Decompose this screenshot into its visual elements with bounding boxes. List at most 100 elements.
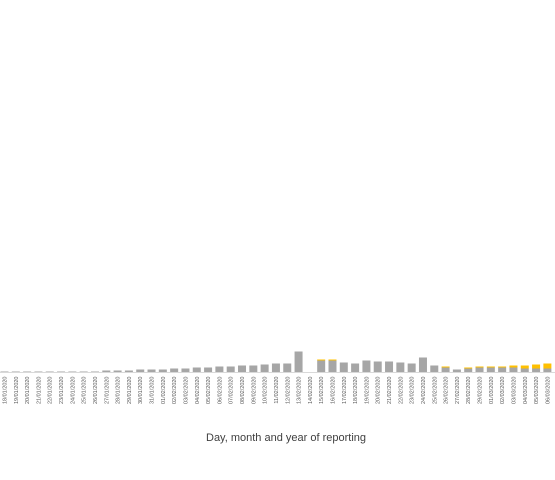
- x-tick-label: 20/01/2020: [25, 377, 31, 405]
- bar-yellow-28/02/2020: [464, 367, 473, 369]
- bar-grey-26/02/2020: [441, 367, 450, 373]
- bar-yellow-06/03/2020: [543, 363, 552, 369]
- bar-grey-04/02/2020: [192, 367, 201, 373]
- x-tick-label: 21/02/2020: [387, 377, 393, 405]
- x-tick-label: 14/02/2020: [308, 377, 314, 405]
- x-tick-label: 15/02/2020: [319, 377, 325, 405]
- x-tick-label: 13/02/2020: [297, 377, 303, 405]
- x-axis-title: Day, month and year of reporting: [206, 432, 366, 444]
- x-tick-label: 22/02/2020: [398, 377, 404, 405]
- bar-grey-16/02/2020: [328, 360, 337, 373]
- bar-grey-13/02/2020: [294, 351, 303, 373]
- bar-grey-24/02/2020: [418, 357, 427, 373]
- x-tick-label: 31/01/2020: [150, 377, 156, 405]
- x-tick-label: 26/01/2020: [93, 377, 99, 405]
- bar-yellow-05/03/2020: [532, 364, 541, 369]
- bar-grey-28/02/2020: [464, 368, 473, 373]
- x-tick-label: 23/01/2020: [59, 377, 65, 405]
- bar-grey-05/02/2020: [204, 367, 213, 373]
- x-tick-label: 08/02/2020: [240, 377, 246, 405]
- bar-yellow-26/02/2020: [441, 366, 450, 368]
- x-tick-label: 11/02/2020: [274, 377, 280, 404]
- bars-group: [0, 351, 552, 373]
- bar-yellow-01/03/2020: [486, 366, 495, 368]
- x-tick-label: 02/02/2020: [172, 377, 178, 405]
- x-tick-label: 19/01/2020: [14, 377, 20, 405]
- x-tick-label: 29/01/2020: [127, 377, 133, 405]
- x-tick-label: 10/02/2020: [263, 377, 269, 405]
- x-tick-label: 04/03/2020: [523, 377, 529, 405]
- x-tick-label: 30/01/2020: [138, 377, 144, 405]
- x-tick-label: 27/02/2020: [455, 377, 461, 405]
- bar-grey-09/02/2020: [249, 365, 258, 373]
- x-tick-label: 20/02/2020: [376, 377, 382, 405]
- x-tick-labels: 18/01/2020 19/01/2020 20/01/2020 21/01/2020…: [3, 377, 552, 405]
- bar-grey-01/02/2020: [158, 369, 167, 373]
- x-tick-label: 28/01/2020: [116, 377, 122, 405]
- x-tick-label: 02/03/2020: [500, 377, 506, 405]
- x-tick-label: 03/02/2020: [183, 377, 189, 405]
- bar-grey-21/02/2020: [385, 361, 394, 373]
- x-tick-label: 12/02/2020: [285, 377, 291, 405]
- bar-grey-11/02/2020: [271, 363, 280, 373]
- bar-yellow-29/02/2020: [475, 366, 484, 368]
- x-tick-label: 28/02/2020: [466, 377, 472, 405]
- bar-grey-23/02/2020: [407, 363, 416, 373]
- x-tick-label: 04/02/2020: [195, 377, 201, 405]
- x-tick-label: 24/02/2020: [421, 377, 427, 405]
- bar-grey-22/02/2020: [396, 362, 405, 373]
- x-tick-label: 25/02/2020: [432, 377, 438, 405]
- bar-grey-29/01/2020: [124, 370, 133, 373]
- bar-grey-19/02/2020: [362, 360, 371, 373]
- bar-grey-31/01/2020: [147, 369, 156, 373]
- bar-yellow-04/03/2020: [520, 365, 529, 369]
- x-tick-label: 07/02/2020: [229, 377, 235, 405]
- x-tick-label: 06/02/2020: [217, 377, 223, 405]
- bar-grey-27/02/2020: [452, 369, 461, 373]
- bar-grey-03/02/2020: [181, 368, 190, 373]
- bar-grey-01/03/2020: [486, 367, 495, 373]
- x-tick-label: 16/02/2020: [330, 377, 336, 405]
- bar-grey-30/01/2020: [136, 369, 145, 373]
- x-tick-label: 24/01/2020: [70, 377, 76, 405]
- bar-grey-15/02/2020: [317, 360, 326, 373]
- x-tick-label: 22/01/2020: [48, 377, 54, 405]
- bar-grey-05/03/2020: [532, 368, 541, 373]
- bar-grey-25/02/2020: [430, 365, 439, 373]
- x-tick-label: 09/02/2020: [251, 377, 257, 405]
- x-tick-label: 26/02/2020: [444, 377, 450, 405]
- x-tick-label: 23/02/2020: [410, 377, 416, 405]
- bar-grey-18/02/2020: [351, 363, 360, 373]
- x-tick-label: 18/01/2020: [3, 377, 9, 405]
- bar-grey-29/02/2020: [475, 367, 484, 373]
- x-tick-label: 01/02/2020: [161, 377, 167, 405]
- bar-yellow-02/03/2020: [498, 366, 507, 368]
- x-tick-label: 19/02/2020: [364, 377, 370, 405]
- bar-grey-02/02/2020: [170, 368, 179, 373]
- x-tick-label: 18/02/2020: [353, 377, 359, 405]
- bar-grey-04/03/2020: [520, 368, 529, 373]
- bar-grey-06/02/2020: [215, 366, 224, 373]
- x-tick-label: 05/03/2020: [534, 377, 540, 405]
- x-tick-label: 05/02/2020: [206, 377, 212, 405]
- bar-grey-27/01/2020: [102, 370, 111, 373]
- bar-grey-03/03/2020: [509, 367, 518, 373]
- x-tick-label: 29/02/2020: [478, 377, 484, 405]
- bar-grey-12/02/2020: [283, 363, 292, 373]
- bar-yellow-15/02/2020: [317, 359, 326, 361]
- x-tick-label: 25/01/2020: [82, 377, 88, 405]
- bar-grey-02/03/2020: [498, 367, 507, 373]
- x-tick-label: 06/03/2020: [545, 377, 551, 405]
- bar-grey-10/02/2020: [260, 364, 269, 373]
- bar-grey-06/03/2020: [543, 368, 552, 373]
- bar-grey-08/02/2020: [238, 365, 247, 373]
- x-tick-label: 01/03/2020: [489, 377, 495, 405]
- x-tick-label: 27/01/2020: [104, 377, 110, 405]
- bar-yellow-03/03/2020: [509, 365, 518, 368]
- bar-grey-28/01/2020: [113, 370, 122, 373]
- bar-grey-17/02/2020: [339, 362, 348, 373]
- bar-grey-20/02/2020: [373, 361, 382, 373]
- x-tick-label: 17/02/2020: [342, 377, 348, 405]
- bar-grey-07/02/2020: [226, 366, 235, 373]
